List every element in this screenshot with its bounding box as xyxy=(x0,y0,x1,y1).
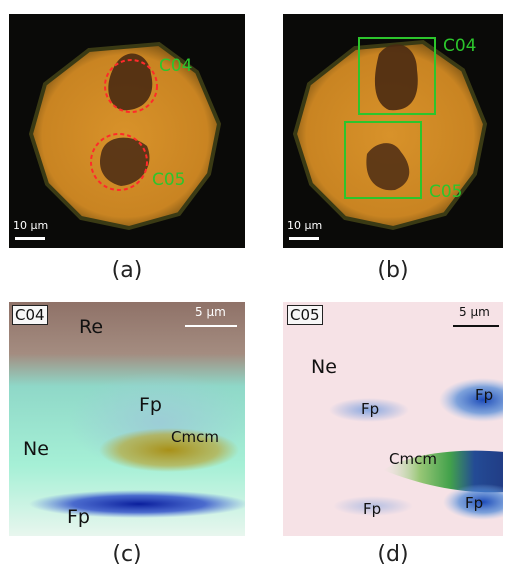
c04-box xyxy=(358,37,436,115)
c04-dashed-circle xyxy=(104,59,158,113)
label-c05: C05 xyxy=(429,182,463,202)
cmcm-domain xyxy=(99,428,239,472)
phase-label: Re xyxy=(79,316,104,338)
scale-bar-label: 10 μm xyxy=(287,219,323,232)
grain-c05 xyxy=(99,137,150,186)
scale-bar xyxy=(15,237,45,240)
panel-a-image xyxy=(9,14,245,248)
phase-label: Fp xyxy=(465,494,484,512)
phase-label: Cmcm xyxy=(171,428,219,446)
phase-label: Cmcm xyxy=(389,450,437,468)
scale-bar-label: 10 μm xyxy=(13,219,49,232)
panel-b-micrograph: C04 C05 10 μm xyxy=(283,14,503,248)
grain-c04 xyxy=(108,53,153,111)
phase-label: Ne xyxy=(23,438,49,460)
cmcm-domain xyxy=(383,450,503,493)
sample-chamber xyxy=(28,41,222,231)
c05-dashed-circle xyxy=(90,133,148,191)
label-c04: C04 xyxy=(443,36,477,56)
label-c04: C04 xyxy=(159,56,193,76)
scale-bar-label: 5 μm xyxy=(195,305,226,319)
phase-label: Fp xyxy=(475,386,494,404)
caption-b: (b) xyxy=(377,258,409,283)
sample-chamber xyxy=(292,39,488,231)
fp-blue-streak xyxy=(29,490,245,518)
grain-c04 xyxy=(374,44,418,111)
phase-label: Fp xyxy=(363,500,382,518)
panel-b-image xyxy=(283,14,503,248)
panel-c-phase-map: C04 5 μm Re Fp Ne Cmcm Fp xyxy=(9,302,245,536)
scale-bar xyxy=(185,325,237,327)
panel-tag: C04 xyxy=(12,305,48,325)
panel-tag: C05 xyxy=(287,305,323,325)
panel-a-micrograph: C04 C05 10 μm xyxy=(9,14,245,248)
panel-d-image xyxy=(283,302,503,536)
scale-bar xyxy=(289,237,319,240)
grain-c05 xyxy=(366,143,410,191)
scale-bar xyxy=(453,325,499,327)
scale-bar-label: 5 μm xyxy=(459,305,490,319)
c05-box xyxy=(344,121,422,199)
phase-label: Fp xyxy=(67,506,90,528)
label-c05: C05 xyxy=(152,170,186,190)
caption-a: (a) xyxy=(111,258,143,283)
caption-c: (c) xyxy=(112,542,142,567)
panel-d-phase-map: C05 5 μm Ne Fp Fp Cmcm Fp Fp xyxy=(283,302,503,536)
phase-label: Fp xyxy=(361,400,380,418)
panel-c-image xyxy=(9,302,245,536)
caption-d: (d) xyxy=(377,542,409,567)
phase-label: Ne xyxy=(311,356,337,378)
phase-label: Fp xyxy=(139,394,162,416)
